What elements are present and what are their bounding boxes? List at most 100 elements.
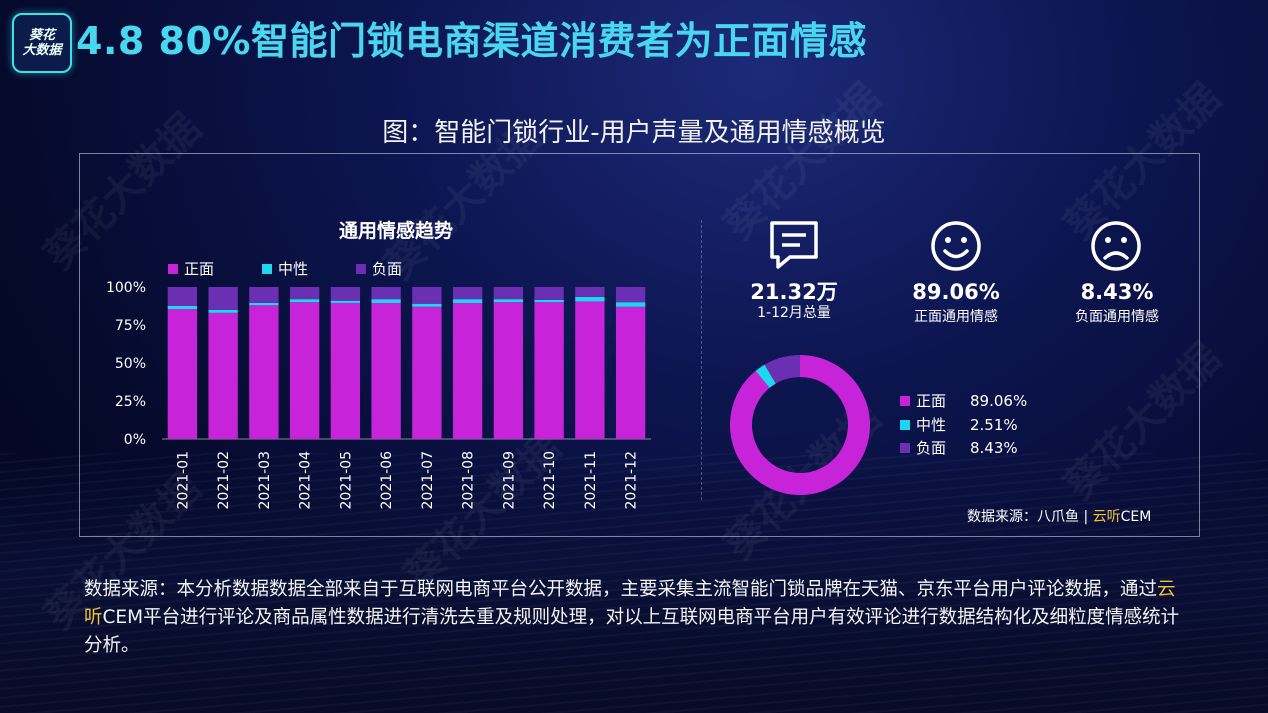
smile-icon — [931, 221, 981, 271]
kpi-total-label: 1-12月总量 — [757, 305, 831, 321]
bar-segment-positive — [289, 302, 320, 439]
chart-source-accent: 云听 — [1092, 509, 1121, 525]
background-wave — [0, 453, 1268, 713]
kpi-negative-value: 8.43% — [1080, 280, 1154, 304]
x-tick-label: 2021-06 — [379, 451, 395, 510]
donut-legend-value-positive: 89.06% — [970, 391, 1028, 410]
bar-segment-positive — [167, 309, 198, 439]
bar-segment-positive — [208, 312, 238, 439]
bar-segment-neutral — [534, 299, 564, 303]
bar-segment-negative — [208, 287, 238, 310]
y-tick-label: 75% — [115, 318, 146, 334]
bar-segment-positive — [615, 306, 646, 439]
bar-segment-neutral — [330, 300, 361, 303]
bar-segment-positive — [330, 302, 361, 439]
bar-segment-neutral — [452, 299, 483, 303]
bar-segment-negative — [289, 287, 320, 300]
legend-label-neutral: 中性 — [278, 260, 309, 278]
figure-subtitle: 图：智能门锁行业-用户声量及通用情感概览 — [382, 118, 886, 148]
bar-segment-negative — [371, 287, 401, 300]
donut-legend-label-positive: 正面 — [916, 392, 947, 410]
frown-icon — [1091, 221, 1141, 271]
kpi-positive-value: 89.06% — [912, 280, 1000, 304]
note-part-2: CEM平台进行评论及商品属性数据进行清洗去重及规则处理，对以上互联网电商平台用户… — [84, 607, 1180, 656]
x-tick-label: 2021-08 — [461, 451, 477, 510]
donut-chart — [730, 355, 870, 495]
legend-swatch-neutral — [262, 263, 272, 274]
chart-source-prefix: 数据来源：八爪鱼 | — [967, 509, 1093, 525]
bar-segment-neutral — [575, 296, 605, 302]
y-tick-label: 0% — [124, 432, 146, 448]
bar-segment-positive — [575, 301, 605, 439]
x-tick-label: 2021-07 — [420, 451, 436, 510]
bar-segment-neutral — [167, 306, 198, 310]
x-tick-label: 2021-03 — [257, 451, 273, 510]
y-tick-label: 25% — [115, 394, 146, 410]
bar-segment-negative — [249, 287, 279, 303]
donut-legend-value-negative: 8.43% — [970, 438, 1018, 457]
x-tick-label: 2021-01 — [175, 451, 191, 510]
bar-segment-negative — [412, 287, 442, 304]
x-tick-label: 2021-04 — [298, 451, 314, 510]
donut-legend-label-negative: 负面 — [916, 439, 947, 457]
x-tick-label: 2021-10 — [542, 451, 558, 510]
bar-segment-neutral — [208, 309, 238, 313]
x-tick-label: 2021-12 — [624, 451, 640, 510]
chart-frame — [79, 153, 1200, 537]
x-tick-label: 2021-09 — [501, 451, 517, 510]
bar-segment-negative — [615, 287, 646, 303]
legend-item-positive: 正面 — [168, 258, 214, 279]
bar-segment-negative — [452, 287, 483, 300]
bar-segment-neutral — [371, 299, 401, 303]
bar-segment-positive — [493, 302, 524, 439]
page-title: 4.8 80%智能门锁电商渠道消费者为正面情感 — [76, 19, 868, 63]
bar-segment-positive — [534, 302, 564, 439]
x-tick-label: 2021-05 — [338, 451, 354, 510]
legend-swatch-negative — [356, 263, 366, 274]
bar-segment-negative — [575, 287, 605, 297]
donut-legend-swatch-neutral — [900, 419, 910, 430]
panel-divider — [701, 220, 702, 500]
bar-chart-title: 通用情感趋势 — [339, 220, 454, 242]
kpi-positive-label: 正面通用情感 — [914, 309, 998, 325]
x-tick-label: 2021-11 — [583, 451, 599, 510]
bar-segment-neutral — [289, 299, 320, 303]
bar-segment-positive — [249, 305, 279, 439]
legend-label-negative: 负面 — [372, 260, 403, 278]
bar-segment-neutral — [493, 299, 524, 303]
donut-slice-negative — [764, 355, 800, 384]
donut-legend-positive: 正面 89.06% — [900, 390, 1027, 411]
donut-legend-negative: 负面 8.43% — [900, 437, 1018, 458]
brand-logo: 葵花 大数据 — [12, 13, 72, 73]
bar-segment-negative — [167, 287, 198, 306]
logo-line-2: 大数据 — [22, 43, 62, 58]
bar-segment-positive — [371, 302, 401, 439]
note-accent: 云听 — [84, 579, 1176, 628]
note-part-1: 数据来源：本分析数据数据全部来自于互联网电商平台公开数据，主要采集主流智能门锁品… — [84, 579, 1158, 600]
bar-segment-neutral — [249, 302, 279, 306]
bar-segment-positive — [412, 306, 442, 439]
chart-source: 数据来源：八爪鱼 | 云听CEM — [967, 506, 1151, 526]
logo-line-1: 葵花 — [28, 28, 55, 43]
x-tick-label: 2021-02 — [216, 451, 232, 510]
bar-segment-positive — [452, 302, 483, 439]
bar-segment-negative — [330, 287, 361, 301]
chat-icon — [770, 221, 818, 269]
chart-source-suffix: CEM — [1120, 509, 1152, 525]
donut-legend-swatch-positive — [900, 395, 910, 406]
donut-slice-positive — [730, 355, 870, 495]
bar-segment-negative — [534, 287, 564, 300]
donut-slice-neutral — [755, 364, 776, 388]
bar-segment-neutral — [615, 302, 646, 307]
kpi-negative-label: 负面通用情感 — [1075, 309, 1159, 325]
y-tick-label: 100% — [106, 280, 146, 296]
y-tick-label: 50% — [115, 356, 146, 372]
legend-item-neutral: 中性 — [262, 258, 308, 279]
donut-legend-neutral: 中性 2.51% — [900, 414, 1018, 435]
legend-swatch-positive — [168, 263, 178, 274]
data-source-note: 数据来源：本分析数据数据全部来自于互联网电商平台公开数据，主要采集主流智能门锁品… — [84, 576, 1194, 660]
bar-segment-neutral — [412, 303, 442, 307]
bar-segment-negative — [493, 287, 524, 300]
legend-item-negative: 负面 — [356, 258, 402, 279]
